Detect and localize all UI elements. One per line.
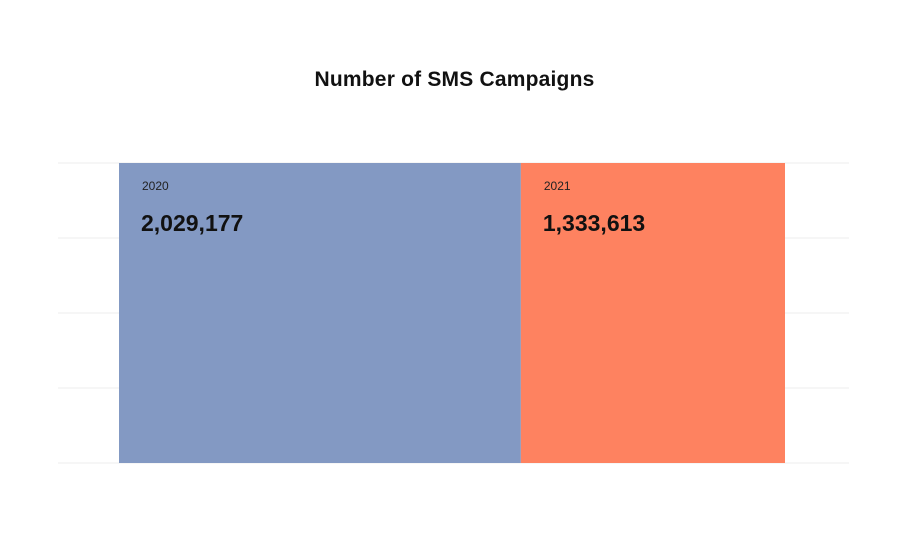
bar-segments xyxy=(119,163,785,463)
data-value-label: 2,029,177 xyxy=(141,210,243,236)
category-label: 2020 xyxy=(142,179,169,193)
category-label: 2021 xyxy=(544,179,571,193)
grid-lines xyxy=(58,162,849,464)
bar-segment-2021 xyxy=(520,163,785,463)
data-value-label: 1,333,613 xyxy=(543,210,645,236)
chart-title: Number of SMS Campaigns xyxy=(314,68,595,91)
segment-labels: 2020 2,029,177 2021 1,333,613 xyxy=(141,179,645,236)
bar-segment-2020 xyxy=(119,163,521,463)
